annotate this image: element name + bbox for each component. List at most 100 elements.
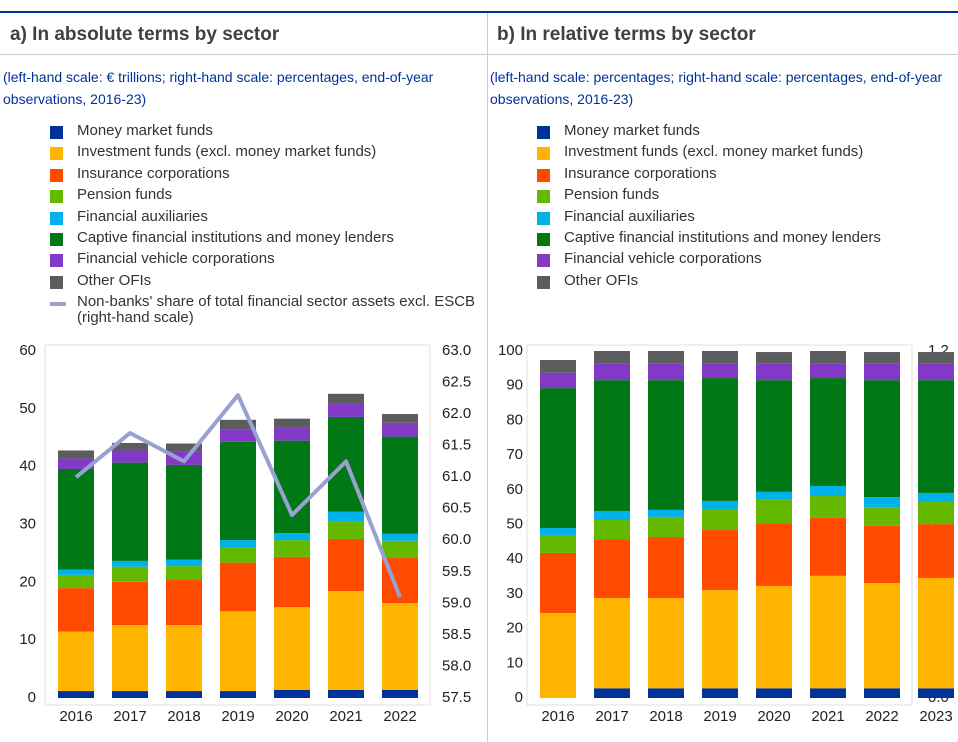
bar-segment [594, 598, 630, 689]
bar-segment [220, 611, 256, 692]
x-tick-label: 2022 [865, 708, 898, 725]
bar-segment [918, 492, 954, 502]
legend-swatch [50, 190, 63, 204]
bar-segment [220, 691, 256, 698]
legend-item: Investment funds (excl. money market fun… [50, 143, 477, 161]
bar-segment [274, 418, 310, 428]
bar-segment [166, 566, 202, 581]
x-tick-label: 2020 [275, 708, 308, 725]
x-tick-label: 2023 [919, 708, 952, 725]
bar-segment [58, 468, 94, 570]
bar-segment [810, 363, 846, 379]
bar-segment [220, 441, 256, 541]
legend-item: Money market funds [537, 123, 958, 139]
legend-item: Investment funds (excl. money market fun… [537, 144, 958, 161]
x-tick-label: 2017 [113, 708, 146, 725]
x-tick-label: 2018 [167, 708, 200, 725]
legend-label: Other OFIs [77, 271, 152, 289]
y-tick-label: 60 [19, 342, 36, 359]
legend-label: Investment funds (excl. money market fun… [77, 143, 377, 161]
plot: 0 10 20 30 40 50 60 57.5 58.0 58.5 59.0 59.5 60.0 60.… [19, 342, 471, 725]
y-tick-label: 100 [498, 342, 523, 359]
bar-segment [58, 631, 94, 692]
legend-label: Insurance corporations [77, 164, 230, 182]
legend-label: Other OFIs [564, 271, 639, 289]
bar-segment [702, 378, 738, 501]
y-tick-label: 80 [506, 411, 523, 428]
bar-segment [220, 562, 256, 612]
bar-segment [918, 577, 954, 689]
x-tick-label: 2021 [329, 708, 362, 725]
bar-segment [864, 380, 900, 498]
bar-segment [756, 380, 792, 492]
y-tick-label: 50 [506, 515, 523, 532]
bar-segment [328, 538, 364, 592]
bar-segment [220, 547, 256, 563]
bar-segment [864, 497, 900, 508]
x-tick-label: 2019 [221, 708, 254, 725]
panel-title: a) In absolute terms by sector [10, 24, 280, 45]
y2-tick-label: 59.5 [442, 563, 471, 580]
bar-segment [112, 691, 148, 698]
bar-segment [864, 525, 900, 584]
y2-tick-label: 58.0 [442, 657, 471, 674]
bar-segment [756, 491, 792, 500]
y-tick-label: 10 [506, 654, 523, 671]
y-tick-label: 20 [19, 573, 36, 590]
bar-segment [112, 581, 148, 626]
y-tick-label: 30 [19, 515, 36, 532]
y2-tick-label: 59.0 [442, 594, 471, 611]
legend-label: Pension funds [564, 186, 660, 204]
legend-label: Financial vehicle corporations [564, 250, 762, 268]
x-tick-label: 2017 [595, 708, 628, 725]
legend-item: Other OFIs [50, 271, 477, 289]
bar-segment [810, 575, 846, 689]
bar-segment [328, 521, 364, 539]
bar-segment [274, 607, 310, 690]
x-tick-label: 2018 [649, 708, 682, 725]
panel-divider [487, 13, 488, 742]
bar-segment [918, 688, 954, 698]
y-tick-label: 40 [19, 458, 36, 475]
bar-segment [382, 436, 418, 534]
bar-segment [274, 427, 310, 441]
y-tick-label: 0 [515, 689, 523, 706]
bar-segment [328, 393, 364, 404]
y-tick-label: 70 [506, 446, 523, 463]
bar-segment [702, 351, 738, 364]
y-tick-label: 40 [506, 550, 523, 567]
title-rule [0, 54, 958, 55]
x-tick-label: 2019 [703, 708, 736, 725]
bar-segment [594, 380, 630, 511]
bar-segment [166, 625, 202, 692]
legend-swatch [537, 190, 550, 204]
bar-segment [864, 688, 900, 698]
y2-tick-label: 61.0 [442, 468, 471, 485]
legend-item: Financial auxiliaries [537, 207, 958, 225]
bar-segment [702, 500, 738, 510]
legend-swatch [50, 126, 63, 139]
legend-item: Pension funds [537, 186, 958, 204]
bar-segment [648, 363, 684, 381]
bar-segment [112, 462, 148, 561]
y2-tick-label: 57.5 [442, 689, 471, 706]
y-tick-label: 30 [506, 585, 523, 602]
legend-item: Captive financial institutions and money… [537, 230, 958, 246]
bar-segment [864, 507, 900, 526]
legend-swatch [50, 147, 63, 161]
legend-swatch [537, 126, 550, 139]
legend-swatch [537, 147, 550, 161]
bar-segment [112, 566, 148, 582]
bar-segment [648, 380, 684, 510]
bar-segment [540, 360, 576, 373]
legend-swatch [50, 211, 63, 225]
legend-label: Financial auxiliaries [564, 207, 695, 225]
bar-segment [328, 511, 364, 522]
bar-segment [274, 689, 310, 698]
legend-item: Financial auxiliaries [50, 208, 477, 225]
bar-segment [220, 540, 256, 548]
bar-segment [594, 688, 630, 698]
bar-segment [382, 603, 418, 690]
bar-segment [58, 588, 94, 632]
